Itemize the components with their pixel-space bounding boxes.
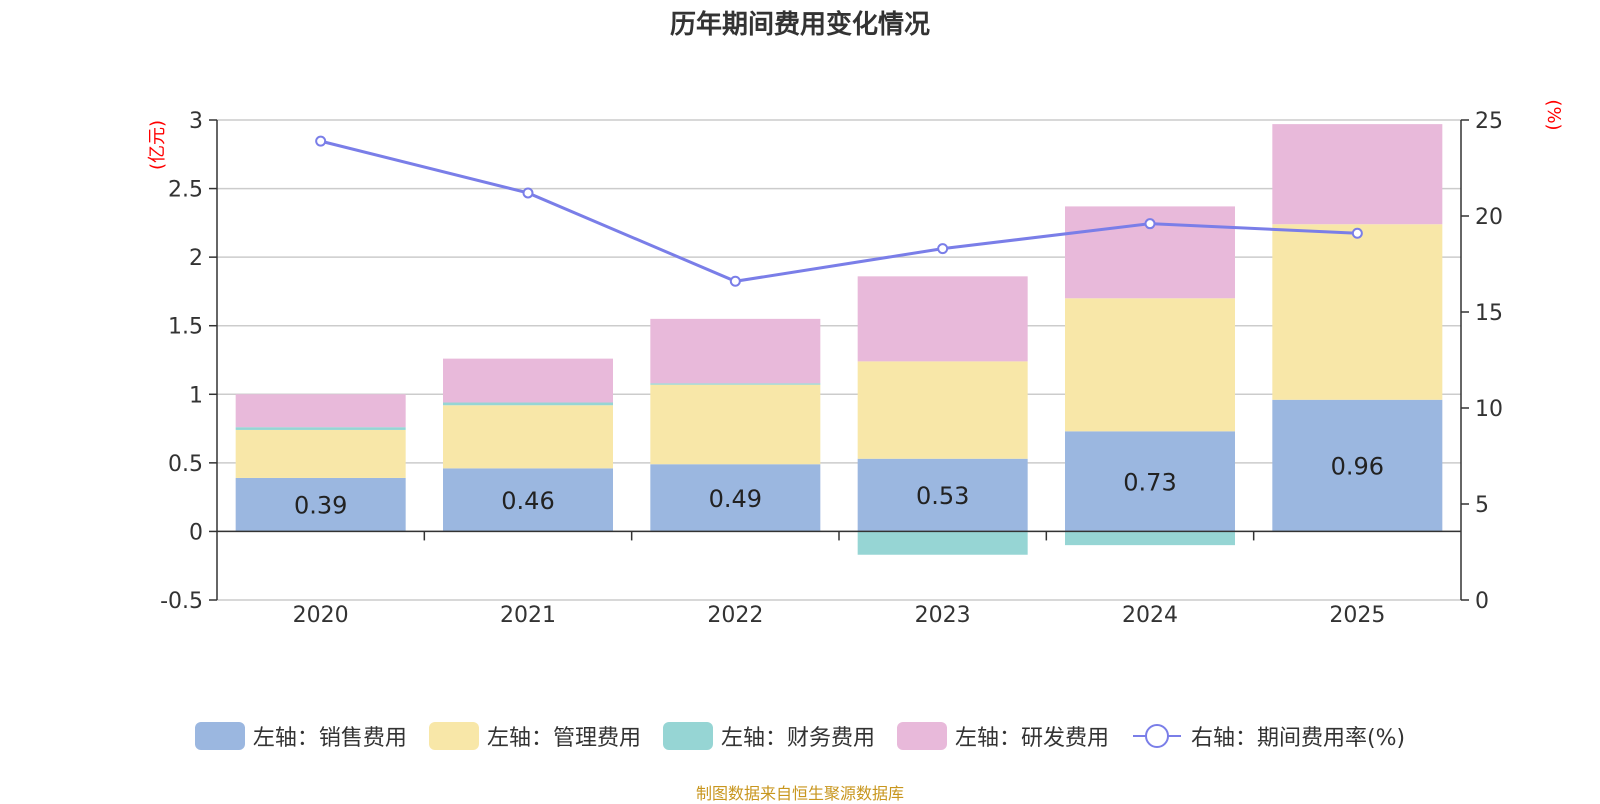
data-label-sales: 0.96 [1331, 453, 1384, 481]
left-axis-unit: (亿元) [147, 120, 168, 170]
legend-line-icon [1132, 724, 1181, 748]
bar-sales [650, 464, 821, 532]
bar-rd [235, 394, 406, 428]
legend-item-sales[interactable]: 左轴：销售费用 [194, 720, 407, 752]
rate-point [1144, 218, 1156, 230]
bar-sales [1272, 399, 1443, 532]
rate-point [315, 135, 327, 147]
legend-swatch-sales [194, 722, 245, 750]
legend-label-finance: 左轴：财务费用 [720, 726, 875, 751]
bar-finance [443, 402, 613, 406]
legend: 左轴：销售费用 左轴：管理费用 左轴：财务费用 左轴：研发费用 右轴：期间费用率… [0, 720, 1600, 752]
bar-rd [443, 358, 613, 403]
legend-item-rate[interactable]: 右轴：期间费用率(%) [1131, 720, 1405, 752]
right-tick-label: 20 [1475, 205, 1503, 230]
bar-rd [1272, 124, 1443, 225]
legend-label-rate: 右轴：期间费用率(%) [1190, 726, 1406, 751]
legend-label-sales: 左轴：销售费用 [252, 726, 407, 751]
bar-finance [235, 427, 406, 430]
bar-sales [443, 468, 613, 532]
legend-item-rd[interactable]: 左轴：研发费用 [896, 720, 1109, 752]
rate-point [729, 275, 741, 287]
right-axis-unit: (%) [1543, 99, 1564, 130]
bar-rd [650, 318, 821, 384]
legend-item-finance[interactable]: 左轴：财务费用 [662, 720, 875, 752]
legend-label-admin: 左轴：管理费用 [486, 726, 641, 751]
bar-finance [857, 531, 1028, 555]
bar-admin [857, 361, 1028, 459]
category-label: 2025 [1329, 603, 1385, 628]
left-tick-label: 2.5 [168, 178, 203, 203]
bar-admin [443, 405, 613, 469]
legend-swatch-admin [428, 722, 479, 750]
bar-rd [857, 276, 1028, 362]
bar-admin [650, 384, 821, 465]
bar-admin [1272, 224, 1443, 400]
data-label-sales: 0.49 [709, 485, 762, 513]
data-label-sales: 0.73 [1123, 468, 1176, 496]
legend-item-admin[interactable]: 左轴：管理费用 [428, 720, 641, 752]
left-tick-label: 0 [189, 520, 203, 545]
bar-finance [1065, 531, 1235, 546]
bar-sales [1065, 431, 1235, 532]
left-tick-label: -0.5 [160, 589, 203, 614]
bar-sales [857, 458, 1028, 532]
right-tick-label: 10 [1475, 397, 1503, 422]
category-label: 2022 [707, 603, 763, 628]
rate-point [937, 243, 949, 255]
left-tick-label: 1.5 [168, 315, 203, 340]
bar-admin [235, 429, 406, 478]
bar-admin [1065, 298, 1235, 432]
right-tick-label: 15 [1475, 301, 1503, 326]
left-tick-label: 0.5 [168, 452, 203, 477]
source-note: 制图数据来自恒生聚源数据库 [695, 784, 904, 803]
bar-finance [650, 383, 821, 385]
rate-point [522, 187, 534, 199]
right-tick-label: 5 [1475, 493, 1489, 518]
right-tick-label: 25 [1475, 109, 1503, 134]
category-label: 2020 [293, 603, 349, 628]
legend-swatch-finance [662, 722, 713, 750]
category-label: 2023 [915, 603, 971, 628]
rate-line [320, 139, 1358, 283]
bar-sales [235, 477, 406, 532]
category-label: 2021 [500, 603, 556, 628]
rate-point [1351, 227, 1363, 239]
legend-label-rd: 左轴：研发费用 [954, 726, 1109, 751]
data-label-sales: 0.53 [916, 482, 969, 510]
data-label-sales: 0.39 [294, 492, 347, 520]
left-tick-label: 1 [189, 383, 203, 408]
legend-swatch-rd [896, 722, 947, 750]
left-tick-label: 2 [189, 246, 203, 271]
right-tick-label: 0 [1475, 589, 1489, 614]
category-label: 2024 [1122, 603, 1178, 628]
chart-title: 历年期间费用变化情况 [669, 10, 930, 40]
data-label-sales: 0.46 [501, 487, 554, 515]
left-tick-label: 3 [189, 109, 203, 134]
